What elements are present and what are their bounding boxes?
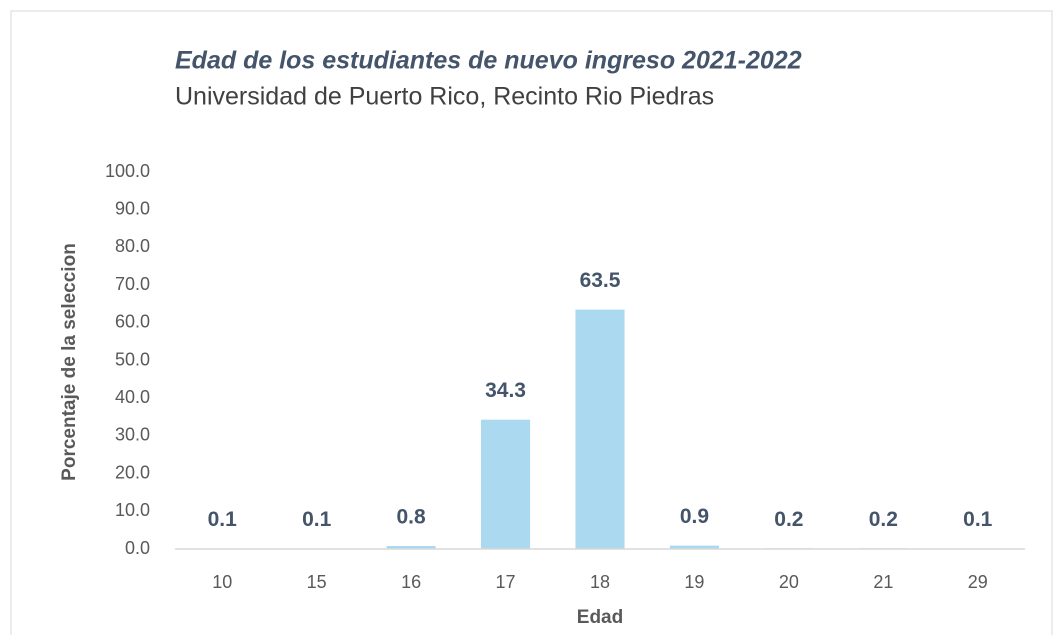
data-label: 0.1 [963, 508, 993, 531]
bar [575, 309, 625, 549]
y-tick-label: 10.0 [115, 500, 150, 520]
bar [481, 419, 531, 549]
x-tick-label: 29 [968, 572, 988, 592]
y-tick-label: 70.0 [115, 274, 150, 294]
y-tick-label: 50.0 [115, 349, 150, 369]
x-tick-label: 17 [496, 572, 516, 592]
chart-subtitle: Universidad de Puerto Rico, Recinto Rio … [175, 83, 714, 111]
y-tick-label: 60.0 [115, 312, 150, 332]
bar [386, 545, 436, 549]
x-tick-label: 15 [307, 572, 327, 592]
y-tick-label: 30.0 [115, 425, 150, 445]
x-tick-label: 21 [873, 572, 893, 592]
x-axis-label: Edad [577, 607, 623, 628]
chart-title: Edad de los estudiantes de nuevo ingreso… [175, 47, 802, 75]
x-tick-label: 18 [590, 572, 610, 592]
data-label: 0.2 [869, 508, 898, 531]
data-label: 63.5 [580, 269, 621, 292]
data-label: 0.8 [397, 506, 427, 529]
y-tick-label: 100.0 [105, 161, 150, 181]
data-label: 0.1 [302, 508, 332, 531]
y-tick-label: 20.0 [115, 462, 150, 482]
bar [669, 545, 719, 549]
x-tick-label: 10 [212, 572, 232, 592]
y-tick-label: 0.0 [125, 538, 150, 558]
y-tick-label: 90.0 [115, 198, 150, 218]
data-label: 0.2 [774, 508, 803, 531]
data-label: 34.3 [485, 379, 526, 402]
data-label: 0.9 [680, 505, 709, 528]
data-label: 0.1 [208, 508, 238, 531]
y-axis-label: Porcentaje de la seleccion [59, 243, 80, 481]
y-tick-label: 80.0 [115, 236, 150, 256]
y-tick-label: 40.0 [115, 387, 150, 407]
x-tick-label: 19 [684, 572, 704, 592]
x-tick-label: 16 [401, 572, 421, 592]
chart-border [10, 10, 1053, 635]
x-tick-label: 20 [779, 572, 799, 592]
